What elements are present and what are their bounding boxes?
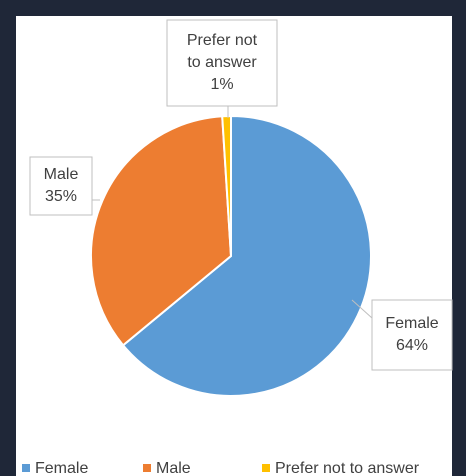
pie-slice	[121, 114, 372, 397]
data-label-name: Male	[44, 166, 79, 183]
legend-swatch	[262, 464, 270, 472]
data-label-value: 35%	[45, 188, 77, 205]
data-label-box	[166, 19, 278, 107]
legend-label: Male	[156, 460, 191, 476]
data-label-name: to answer	[187, 54, 257, 71]
data-label-name: Prefer not	[187, 32, 258, 49]
data-label-value: 64%	[396, 337, 428, 354]
leader-line	[351, 299, 373, 319]
data-label-box	[371, 299, 453, 371]
legend-label: Female	[35, 460, 88, 476]
pie-slice	[221, 114, 232, 257]
data-label-value: 1%	[210, 76, 233, 93]
data-label-name: Female	[385, 315, 438, 332]
legend-swatch	[22, 464, 30, 472]
data-label-box	[29, 156, 93, 216]
pie-slice	[90, 115, 233, 347]
legend-label: Prefer not to answer	[275, 460, 420, 476]
legend-swatch	[143, 464, 151, 472]
